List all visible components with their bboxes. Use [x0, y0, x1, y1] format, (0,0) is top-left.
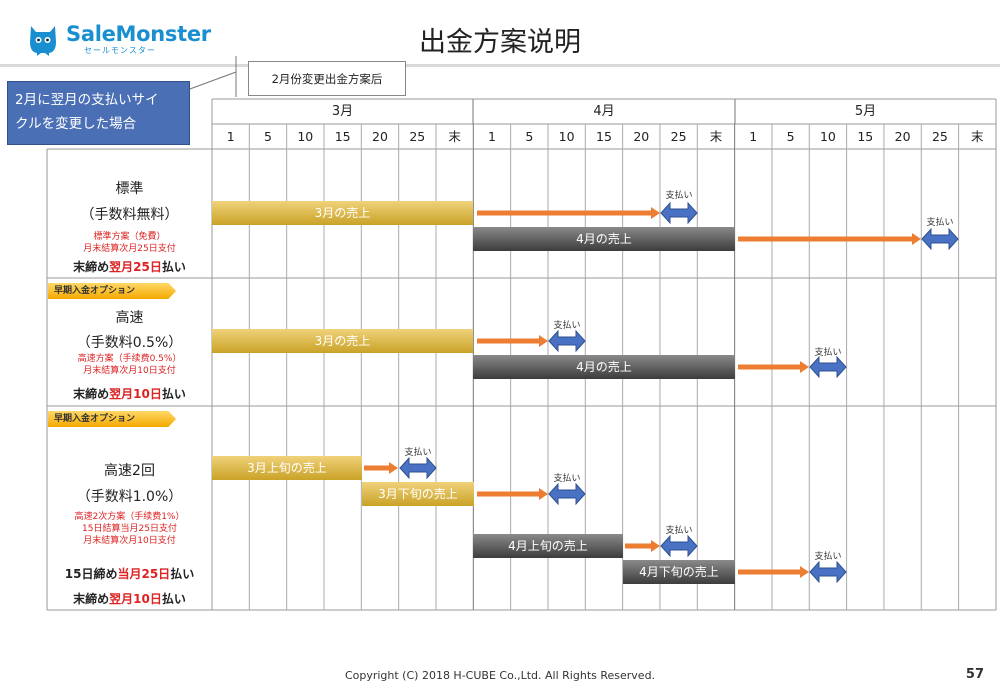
payment-label: 支払い	[553, 474, 581, 484]
close-pre: 末締め	[73, 260, 110, 274]
day-header: 1	[749, 129, 758, 144]
day-header: 10	[297, 129, 314, 144]
sales-bar-mar: 3月の売上	[212, 329, 473, 353]
row-fast2-note1: 高速2次方案（手续费1%）	[74, 512, 185, 522]
day-header: 15	[334, 129, 351, 144]
day-header: 10	[819, 129, 836, 144]
row-fast-close: 末締め翌月10日払い	[47, 385, 212, 402]
day-header: 末	[448, 129, 461, 144]
day-header: 1	[226, 129, 235, 144]
payment-marker	[548, 329, 586, 353]
logo-mascot-icon	[27, 22, 59, 56]
close-pre: 末締め	[73, 592, 110, 606]
payment-label: 支払い	[814, 348, 842, 358]
row-fast-note2: 月末結算次月10日支付	[83, 366, 176, 376]
payment-marker	[809, 355, 847, 379]
day-header: 5	[525, 129, 534, 144]
copyright: Copyright (C) 2018 H-CUBE Co.,Ltd. All R…	[344, 669, 656, 682]
close-red: 当月25日	[117, 567, 171, 581]
row-standard-note1: 標準方案（免費）	[93, 232, 166, 242]
sales-bar-mar: 3月の売上	[212, 201, 473, 225]
payment-marker	[660, 534, 698, 558]
row-standard-close: 末締め翌月25日払い	[47, 258, 212, 275]
header-divider	[0, 64, 1000, 67]
flow-arrow	[738, 233, 921, 245]
logo-brand: SaleMonster	[66, 22, 211, 46]
close-post: 払い	[161, 260, 186, 274]
row-fast2-close2: 末締め翌月10日払い	[47, 590, 212, 607]
row-standard-name: 標準	[115, 181, 144, 197]
day-header: 末	[709, 129, 723, 144]
day-header: 10	[558, 129, 575, 144]
row-fast-name: 高速	[115, 310, 144, 326]
payment-marker	[660, 201, 698, 225]
blue-note: 2月に翌月の支払いサイ クルを変更した場合	[7, 81, 190, 145]
day-header: 末	[971, 129, 984, 144]
logo-subtitle: セールモンスター	[84, 46, 156, 55]
payment-label: 支払い	[926, 218, 954, 228]
day-header: 20	[633, 129, 650, 144]
close-pre: 15日締め	[64, 567, 118, 581]
row-fast-fee: （手数料0.5%）	[76, 335, 183, 351]
row-fast-note1: 高速方案（手续费0.5%）	[77, 354, 182, 364]
month-header-may: 5月	[854, 104, 877, 119]
close-red: 翌月10日	[109, 592, 162, 606]
flow-arrow	[477, 488, 548, 500]
flow-arrow	[477, 207, 660, 219]
day-header: 1	[487, 129, 496, 144]
day-header: 15	[596, 129, 612, 144]
close-post: 払い	[170, 567, 195, 581]
day-header: 20	[894, 129, 911, 144]
close-red: 翌月10日	[109, 387, 162, 401]
payment-label: 支払い	[553, 321, 581, 331]
payment-marker	[399, 456, 437, 480]
day-header: 5	[786, 129, 795, 144]
close-post: 払い	[161, 387, 186, 401]
payment-marker	[921, 227, 959, 251]
flow-arrow	[738, 566, 809, 578]
month-header-apr: 4月	[593, 104, 615, 119]
day-header: 15	[857, 129, 874, 144]
day-header: 25	[931, 129, 948, 144]
row-fast2-fee: （手数料1.0%）	[76, 489, 183, 505]
early-payment-tag: 早期入金オプション	[48, 283, 176, 299]
close-post: 払い	[161, 592, 186, 606]
blue-note-line1: 2月に翌月の支払いサイ	[15, 92, 159, 108]
page-title: 出金方案说明	[419, 27, 581, 58]
payment-label: 支払い	[814, 552, 842, 562]
row-standard-note2: 月末結算次月25日支付	[83, 244, 176, 254]
sales-bar-apr: 4月の売上	[473, 355, 735, 379]
sales-bar-mar-first: 3月上旬の売上	[212, 456, 362, 480]
payment-label: 支払い	[404, 448, 432, 458]
flow-arrow	[364, 462, 398, 474]
row-fast2-note2: 15日結算当月25日支付	[82, 524, 177, 534]
early-payment-tag: 早期入金オプション	[48, 411, 176, 427]
sales-bar-apr: 4月の売上	[473, 227, 735, 251]
day-header: 25	[409, 129, 426, 144]
flow-arrow	[738, 361, 809, 373]
blue-note-line2: クルを変更した場合	[15, 116, 137, 132]
row-fast2-note3: 月末結算次月10日支付	[83, 536, 176, 546]
day-header: 20	[372, 129, 388, 144]
page-number: 57	[965, 667, 984, 682]
close-red: 翌月25日	[109, 260, 162, 274]
sales-bar-apr-second: 4月下旬の売上	[623, 560, 735, 584]
close-pre: 末締め	[73, 387, 110, 401]
change-callout: 2月份変更出金方案后	[248, 61, 406, 96]
month-header-mar: 3月	[331, 104, 354, 119]
day-header: 25	[670, 129, 687, 144]
row-fast2-close1: 15日締め当月25日払い	[47, 565, 212, 582]
row-standard-fee: （手数料無料）	[80, 207, 179, 223]
flow-arrow	[625, 540, 660, 552]
sales-bar-mar-second: 3月下旬の売上	[362, 482, 474, 506]
payment-marker	[548, 482, 586, 506]
row-fast2-name: 高速2回	[104, 463, 155, 479]
day-header: 5	[264, 129, 272, 144]
sales-bar-apr-first: 4月上旬の売上	[473, 534, 623, 558]
payment-marker	[809, 560, 847, 584]
flow-arrow	[477, 335, 548, 347]
payment-label: 支払い	[665, 191, 693, 201]
payment-label: 支払い	[665, 526, 693, 536]
